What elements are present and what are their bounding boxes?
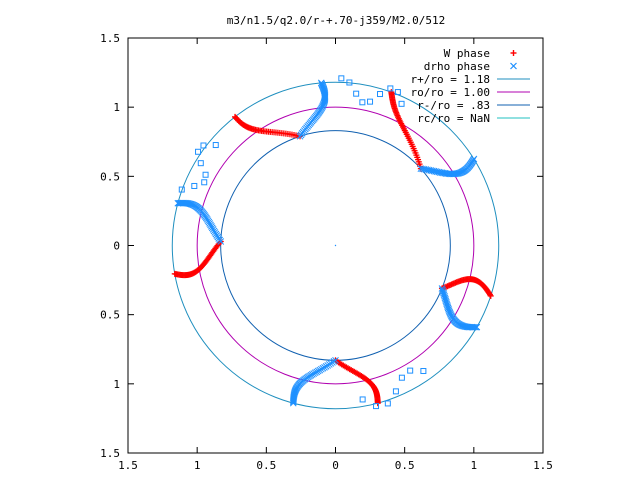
drho-phase-scatter-point	[212, 142, 219, 149]
drho-phase-scatter-point	[373, 403, 380, 410]
legend-marker-plus	[510, 50, 517, 56]
y-tick-label: 1	[113, 101, 120, 114]
w-phase-point	[487, 292, 494, 299]
y-tick-label: 1.5	[100, 32, 120, 45]
legend-label: drho phase	[424, 60, 490, 73]
origin-dot	[334, 244, 337, 247]
y-tick-label: 1.5	[100, 447, 120, 460]
radius-circle-rro	[171, 81, 500, 410]
drho-phase-scatter-point	[353, 90, 360, 97]
drho-phase-point	[473, 323, 481, 331]
drho-phase-point	[175, 199, 183, 207]
drho-phase-scatter-point	[377, 91, 384, 98]
drho-phase-scatter-point	[392, 388, 399, 395]
drho-phase-point	[289, 398, 297, 406]
drho-phase-point	[174, 199, 182, 207]
x-tick-label: 1.5	[118, 459, 138, 472]
x-tick-label: 0.5	[256, 459, 276, 472]
w-phase-point	[232, 113, 239, 120]
drho-phase-scatter-point	[201, 179, 208, 186]
drho-phase-scatter-point	[202, 171, 209, 178]
drho-phase-point	[289, 397, 297, 405]
legend-label: r-/ro = .83	[417, 99, 490, 112]
drho-phase-scatter-point	[346, 79, 353, 86]
w-phase-point	[232, 114, 239, 121]
radius-circle-roro	[196, 106, 475, 385]
legend-label: r+/ro = 1.18	[411, 73, 490, 86]
drho-phase-scatter-point	[367, 98, 374, 105]
w-phase-point	[388, 89, 395, 96]
drho-phase-scatter-point	[200, 142, 207, 149]
drho-phase-point	[176, 199, 184, 207]
drho-phase-scatter-point	[338, 75, 345, 82]
drho-phase-scatter-point	[359, 396, 366, 403]
chart-title: m3/n1.5/q2.0/r-+.70-j359/M2.0/512	[227, 14, 446, 27]
w-phase-point	[171, 270, 178, 277]
drho-phase-scatter-point	[387, 85, 394, 92]
legend-marker-cross	[510, 62, 517, 70]
drho-phase-scatter-point	[197, 160, 204, 167]
drho-phase-point	[470, 323, 478, 331]
drho-phase-scatter-point	[178, 186, 185, 193]
x-tick-label: 0.5	[395, 459, 415, 472]
drho-phase-scatter-point	[394, 89, 401, 96]
drho-phase-scatter-point	[398, 374, 405, 381]
w-phase-point	[487, 291, 494, 298]
y-tick-label: 0.5	[100, 170, 120, 183]
y-tick-label: 1	[113, 378, 120, 391]
drho-phase-scatter-point	[407, 367, 414, 374]
drho-phase-scatter-point	[384, 400, 391, 407]
circle-group	[171, 81, 500, 410]
drho-phase-point	[472, 323, 479, 331]
x-tick-label: 1	[471, 459, 478, 472]
legend-label: rc/ro = NaN	[417, 112, 490, 125]
legend-label: ro/ro = 1.00	[411, 86, 490, 99]
drho-phase-scatter-point	[191, 182, 198, 189]
series-group	[171, 75, 494, 410]
x-tick-label: 1	[194, 459, 201, 472]
legend-label: W phase	[444, 47, 490, 60]
drho-phase-scatter-point	[359, 99, 366, 106]
drho-phase-scatter-point	[398, 100, 405, 107]
drho-phase-point	[470, 155, 478, 163]
x-tick-label: 1.5	[533, 459, 553, 472]
drho-phase-scatter-point	[195, 148, 202, 155]
x-tick-label: 0	[332, 459, 339, 472]
drho-phase-point	[317, 79, 325, 87]
drho-phase-point	[289, 399, 297, 407]
y-tick-label: 0	[113, 240, 120, 253]
y-tick-label: 0.5	[100, 309, 120, 322]
drho-phase-scatter-point	[420, 368, 427, 375]
